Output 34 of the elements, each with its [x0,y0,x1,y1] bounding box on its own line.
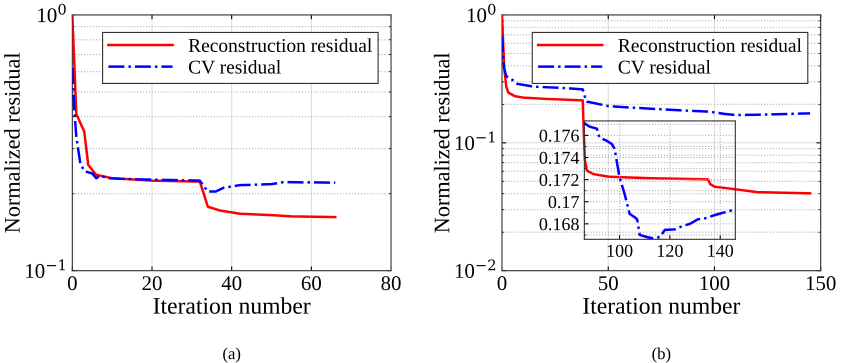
y-tick-label: 10$^{−1}$ [456,132,494,150]
text: (a) [223,348,240,363]
x-tick-label: 150 [806,276,836,290]
y-tick-label: 0.174 [540,152,580,164]
x-tick-label: 40 [222,276,242,290]
y-tick-label: 10$^{−1}$ [26,259,65,278]
legend-label: Reconstruction residual [188,38,372,52]
x-tick-label: 0 [498,276,506,290]
y-tick-label: 10$^{0}$ [38,4,66,22]
x-tick-label: 100 [608,244,632,257]
y-axis-title: Normalized residual [4,52,20,233]
y-tick-label: 10$^{0}$ [468,4,496,22]
y-tick-label: 0.17 [548,196,579,208]
y-tick-label: 0.172 [540,174,578,186]
x-tick-label: 50 [599,276,618,290]
x-tick-label: 20 [142,276,162,290]
line-series [502,34,812,116]
x-tick-label: 100 [700,276,730,290]
legend-label: CV residual [188,60,281,74]
x-axis-title: Iteration number [154,297,310,314]
line-series [502,14,812,195]
y-tick-label: 0.176 [540,130,579,142]
x-tick-label: 80 [381,276,401,290]
x-axis-title: Iteration number [583,297,740,314]
x-tick-label: 60 [302,276,321,290]
y-tick-label: 0.168 [540,218,579,230]
legend-label: CV residual [618,60,711,74]
y-axis-title: Normalized residual [434,52,450,233]
x-tick-label: 0 [68,276,77,290]
legend-label: Reconstruction residual [618,38,802,52]
x-tick-label: 140 [708,244,734,257]
y-tick-label: 10$^{−2}$ [456,259,496,278]
x-tick-label: 120 [658,244,683,257]
text: (b) [652,348,670,363]
